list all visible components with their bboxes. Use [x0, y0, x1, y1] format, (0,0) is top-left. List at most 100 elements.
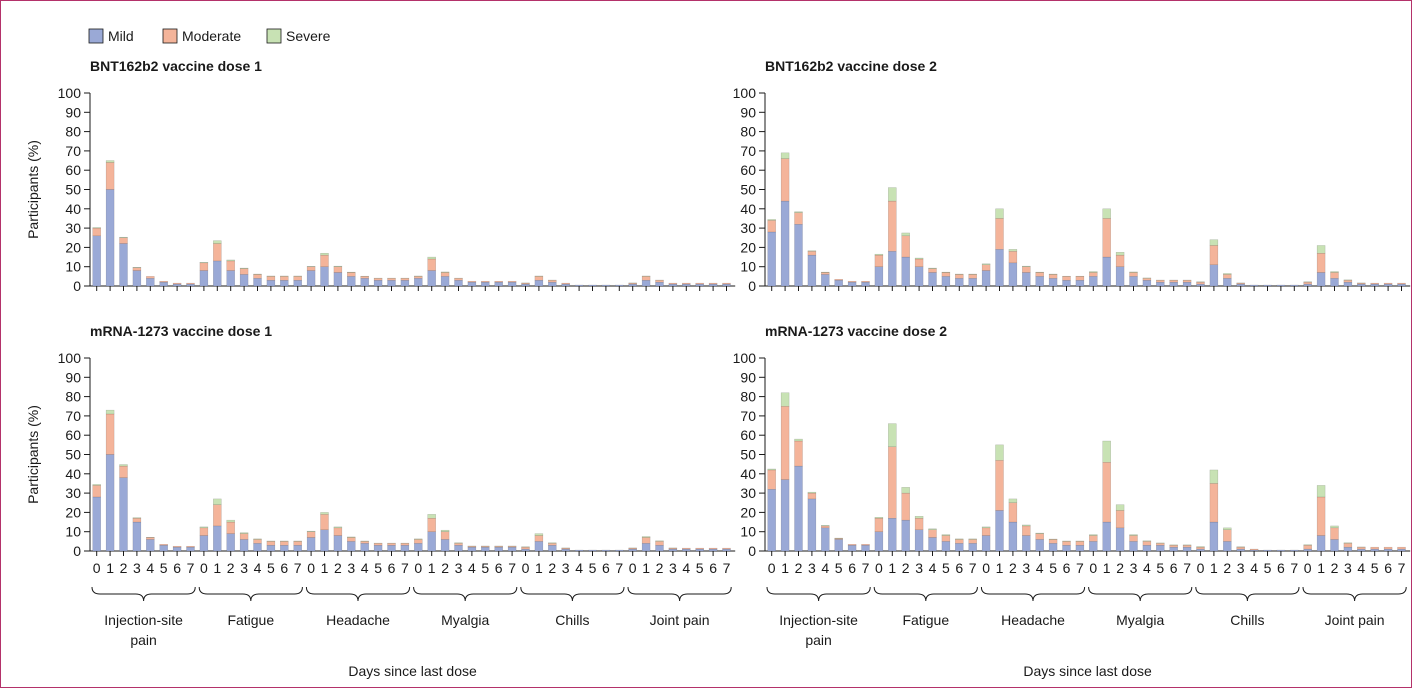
- bar-severe-myalgia-day-2: [440, 529, 450, 532]
- bar-mild-headache-day-1: [320, 266, 329, 287]
- bar-moderate-myalgia-day-4: [467, 280, 477, 283]
- x-tick-label: 2: [902, 560, 910, 576]
- bar-moderate-headache-day-4: [1035, 533, 1044, 540]
- bar-moderate-injection-site-pain-day-1: [105, 413, 115, 455]
- bar-mild-headache-day-5: [1048, 543, 1058, 552]
- bar-mild-chills-day-3: [561, 283, 570, 287]
- x-tick-label: 6: [280, 560, 288, 576]
- bar-mild-injection-site-pain-day-5: [159, 281, 168, 287]
- bar-mild-chills-day-7: [615, 549, 624, 552]
- bar-severe-myalgia-day-1: [427, 514, 436, 519]
- bar-mild-joint-pain-day-2: [655, 545, 664, 552]
- bar-severe-fatigue-day-2: [226, 259, 235, 262]
- bar-moderate-joint-pain-day-4: [1357, 282, 1366, 285]
- bar-mild-joint-pain-day-1: [1316, 535, 1326, 552]
- bar-severe-headache-day-0: [306, 530, 316, 532]
- bar-mild-joint-pain-day-7: [1397, 548, 1406, 552]
- bar-mild-joint-pain-day-2: [1330, 278, 1339, 287]
- y-tick-label: 70: [65, 408, 81, 424]
- bar-mild-myalgia-day-3: [1129, 276, 1138, 287]
- bar-mild-chills-day-0: [521, 548, 530, 552]
- bar-mild-myalgia-day-0: [1089, 541, 1098, 552]
- bar-moderate-headache-day-5: [1048, 274, 1058, 279]
- bar-mild-myalgia-day-7: [1182, 546, 1192, 552]
- x-tick-label: 5: [942, 560, 950, 576]
- x-tick-label: 2: [1116, 560, 1124, 576]
- x-tick-label: 6: [173, 560, 181, 576]
- y-tick-label: 10: [740, 259, 756, 275]
- bar-moderate-joint-pain-day-3: [668, 282, 678, 285]
- bar-mild-chills-day-5: [588, 284, 597, 287]
- y-tick-label: 10: [65, 524, 81, 540]
- x-tick-label: 7: [187, 560, 195, 576]
- bar-severe-myalgia-day-1: [1102, 440, 1111, 463]
- bar-mild-joint-pain-day-6: [1383, 548, 1393, 552]
- bar-severe-joint-pain-day-1: [641, 536, 651, 538]
- x-tick-label: 2: [1009, 560, 1017, 576]
- bar-moderate-fatigue-day-6: [280, 541, 289, 546]
- bar-mild-joint-pain-day-0: [628, 283, 637, 287]
- x-tick-label: 5: [160, 560, 168, 576]
- bar-mild-chills-day-2: [1223, 278, 1232, 287]
- bar-moderate-headache-day-2: [1008, 251, 1018, 264]
- group-brace: [520, 586, 625, 602]
- bar-severe-injection-site-pain-day-1: [105, 160, 115, 163]
- x-tick-label: 5: [1049, 560, 1057, 576]
- y-tick-label: 50: [740, 447, 756, 463]
- bar-moderate-myalgia-day-2: [1115, 254, 1125, 267]
- bar-moderate-headache-day-5: [373, 278, 383, 281]
- bar-mild-fatigue-day-4: [253, 543, 262, 552]
- bar-severe-myalgia-day-2: [1115, 252, 1125, 256]
- y-tick-label: 30: [740, 485, 756, 501]
- bar-moderate-chills-day-1: [1209, 483, 1219, 523]
- bar-moderate-myalgia-day-7: [1182, 545, 1192, 548]
- bar-severe-fatigue-day-6: [955, 538, 964, 540]
- x-tick-label: 3: [133, 560, 141, 576]
- x-tick-label: 4: [1250, 560, 1258, 576]
- x-tick-label: 0: [768, 560, 776, 576]
- bar-moderate-joint-pain-day-2: [1330, 527, 1339, 540]
- x-tick-label: 1: [535, 560, 543, 576]
- x-tick-label: 4: [821, 560, 829, 576]
- bar-mild-chills-day-4: [574, 549, 584, 552]
- bar-moderate-myalgia-day-3: [1129, 272, 1138, 277]
- y-tick-label: 70: [740, 408, 756, 424]
- bar-mild-myalgia-day-5: [481, 546, 490, 552]
- bar-moderate-fatigue-day-5: [941, 535, 951, 542]
- x-tick-label: 7: [294, 560, 302, 576]
- y-tick-label: 80: [65, 389, 81, 405]
- bar-moderate-chills-day-1: [534, 535, 544, 542]
- bar-severe-myalgia-day-0: [1089, 271, 1098, 273]
- group-brace: [91, 586, 196, 602]
- bar-moderate-joint-pain-day-1: [641, 276, 651, 281]
- y-tick-label: 30: [65, 485, 81, 501]
- bar-mild-headache-day-3: [1022, 535, 1031, 552]
- bar-mild-myalgia-day-6: [494, 546, 503, 552]
- x-tick-label: 2: [227, 560, 235, 576]
- bar-mild-myalgia-day-7: [1182, 281, 1192, 287]
- bar-mild-myalgia-day-6: [1169, 281, 1178, 287]
- bar-mild-chills-day-1: [534, 541, 544, 552]
- bar-mild-injection-site-pain-day-3: [807, 254, 817, 287]
- bar-moderate-injection-site-pain-day-2: [794, 440, 803, 467]
- bar-mild-fatigue-day-2: [226, 270, 235, 287]
- bar-mild-myalgia-day-6: [494, 281, 503, 287]
- bar-severe-fatigue-day-3: [239, 532, 249, 534]
- bar-moderate-fatigue-day-3: [239, 268, 249, 275]
- group-brace: [305, 586, 411, 602]
- bar-moderate-fatigue-day-2: [226, 260, 235, 271]
- bar-severe-joint-pain-day-1: [1316, 245, 1326, 254]
- bar-mild-injection-site-pain-day-5: [834, 280, 843, 287]
- bar-severe-headache-day-2: [333, 265, 343, 267]
- chart-panel-2: BNT162b2 vaccine dose 2 0 10 20 30 40 50 60 70 80…: [733, 58, 1411, 294]
- bar-mild-injection-site-pain-day-2: [794, 465, 803, 552]
- group-label: Injection-site: [779, 612, 858, 628]
- bar-moderate-injection-site-pain-day-6: [847, 280, 857, 283]
- y-tick-label: 10: [65, 259, 81, 275]
- bar-moderate-joint-pain-day-5: [1370, 282, 1379, 285]
- bar-mild-chills-day-3: [1236, 283, 1245, 287]
- bar-mild-fatigue-day-7: [293, 280, 302, 287]
- bar-severe-fatigue-day-2: [901, 487, 910, 494]
- x-tick-label: 1: [321, 560, 329, 576]
- group-brace: [980, 586, 1086, 602]
